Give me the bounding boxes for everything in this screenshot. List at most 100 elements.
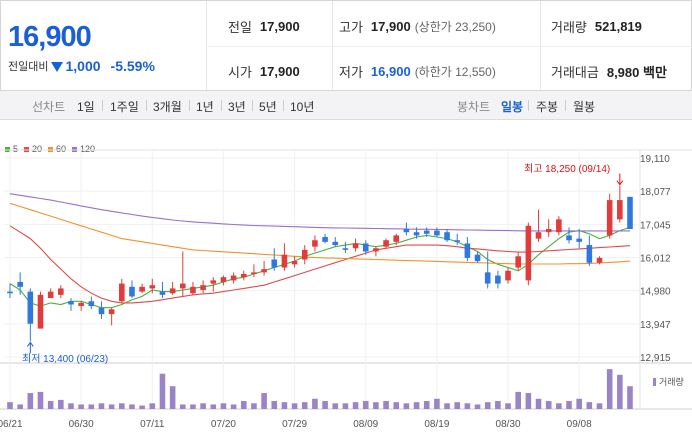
candle-body — [606, 200, 613, 236]
volume-bar — [556, 403, 562, 409]
volume-bar — [139, 405, 145, 409]
volume-bar — [78, 404, 84, 409]
candle-body — [403, 228, 410, 233]
candle-body — [251, 272, 257, 274]
volume-bar — [423, 401, 430, 409]
upper-limit: (상한가 23,250) — [414, 20, 496, 34]
candle-body — [88, 301, 95, 307]
open-cell: 시가 17,900 — [228, 62, 300, 81]
prev-close-value: 17,900 — [259, 19, 300, 34]
candle-body — [566, 235, 572, 241]
candle-body — [149, 285, 156, 289]
volume-bar — [17, 404, 23, 409]
divider — [540, 1, 541, 90]
candle-body — [362, 243, 369, 252]
period-1w[interactable]: 1주일 — [110, 100, 139, 114]
candle-body — [474, 254, 481, 262]
period-1d[interactable]: 1일 — [77, 100, 95, 114]
y-tick-label: 14,980 — [640, 287, 671, 298]
volume-bar — [464, 403, 471, 409]
period-3m[interactable]: 3개월 — [153, 100, 182, 114]
volume-bar — [159, 373, 166, 409]
volume-bar — [230, 404, 237, 409]
volume-bar — [617, 374, 623, 409]
volume-bars — [7, 369, 633, 409]
candle-body — [139, 286, 145, 292]
x-tick-label: 08/30 — [496, 419, 521, 430]
open-label: 시가 — [228, 65, 252, 80]
divider — [565, 100, 566, 111]
volume-value: 521,819 — [594, 19, 642, 34]
volume-swatch — [653, 377, 656, 386]
x-tick-label: 06/21 — [0, 419, 23, 430]
chart-grid — [0, 149, 692, 410]
change-label: 전일대비 — [8, 61, 49, 73]
candle-body — [37, 294, 44, 329]
candle-body — [596, 257, 603, 263]
volume-bar — [535, 398, 542, 409]
legend-label: 20 — [32, 144, 43, 154]
candle-body — [535, 232, 542, 239]
volume-bar — [576, 398, 582, 409]
candles — [7, 185, 633, 342]
volume-bar — [220, 403, 227, 409]
volume-bar — [566, 401, 572, 409]
annotations: 최고 18,250 (09/14) 최저 13,400 (06/23) — [22, 163, 624, 365]
ma-legend: 5 20 60 120 — [5, 144, 95, 154]
candle-body — [220, 277, 227, 282]
legend-label: 5 — [13, 144, 19, 154]
period-daily[interactable]: 일봉 — [501, 100, 524, 114]
x-axis: 06/21 06/30 07/11 07/20 07/29 08/09 08/19 08/30… — [0, 419, 592, 430]
x-tick-label: 07/20 — [211, 419, 236, 430]
legend-swatch — [5, 146, 10, 152]
candle-body — [230, 275, 237, 281]
volume-bar — [27, 393, 34, 409]
candle-body — [68, 301, 74, 305]
period-3y[interactable]: 3년 — [228, 100, 246, 114]
amount-value: 8,980 백만 — [606, 65, 667, 80]
period-5y[interactable]: 5년 — [259, 100, 277, 114]
period-monthly[interactable]: 월봉 — [573, 100, 596, 114]
candle-body — [261, 269, 267, 273]
divider — [102, 100, 103, 111]
volume-bar — [545, 401, 552, 409]
volume-bar — [586, 402, 593, 409]
legend-ma20: 20 — [24, 144, 42, 154]
change-row: 전일대비 1,000 -5.59% — [8, 58, 155, 74]
volume-bar — [413, 402, 420, 409]
candle-body — [190, 286, 196, 294]
candle-body — [393, 235, 400, 242]
volume-bar — [373, 402, 379, 409]
candle-body — [271, 259, 278, 268]
legend-swatch — [24, 146, 30, 152]
candle-body — [423, 230, 430, 234]
divider — [221, 100, 222, 111]
y-tick-label: 18,077 — [640, 187, 671, 198]
candle-body — [78, 302, 84, 307]
volume-bar — [525, 393, 532, 409]
volume-bar — [434, 398, 440, 409]
low-value: 16,900 — [370, 64, 411, 79]
legend-swatch — [48, 146, 54, 152]
candle-body — [352, 243, 359, 249]
line-chart-label: 선차트 — [32, 100, 66, 114]
legend-label: 60 — [56, 144, 67, 154]
period-10y[interactable]: 10년 — [290, 100, 315, 114]
candle-body — [525, 225, 532, 281]
candle-body — [312, 240, 318, 247]
period-1y[interactable]: 1년 — [196, 100, 214, 114]
high-arrowhead-icon — [616, 180, 624, 186]
low-cell: 저가 16,900 (하한가 12,550) — [339, 62, 496, 81]
volume-bar — [505, 403, 511, 409]
candle-body — [464, 243, 471, 258]
quote-panel: 16,900 전일대비 1,000 -5.59% 전일 17,900 고가 17… — [0, 0, 692, 91]
down-triangle-icon — [51, 62, 64, 72]
candle-body — [119, 283, 125, 302]
candle-body — [200, 285, 206, 291]
period-weekly[interactable]: 주봉 — [536, 100, 559, 114]
volume-bar — [495, 401, 501, 409]
volume-bar — [596, 403, 603, 409]
volume-bar — [606, 369, 613, 409]
volume-bar — [515, 391, 521, 409]
